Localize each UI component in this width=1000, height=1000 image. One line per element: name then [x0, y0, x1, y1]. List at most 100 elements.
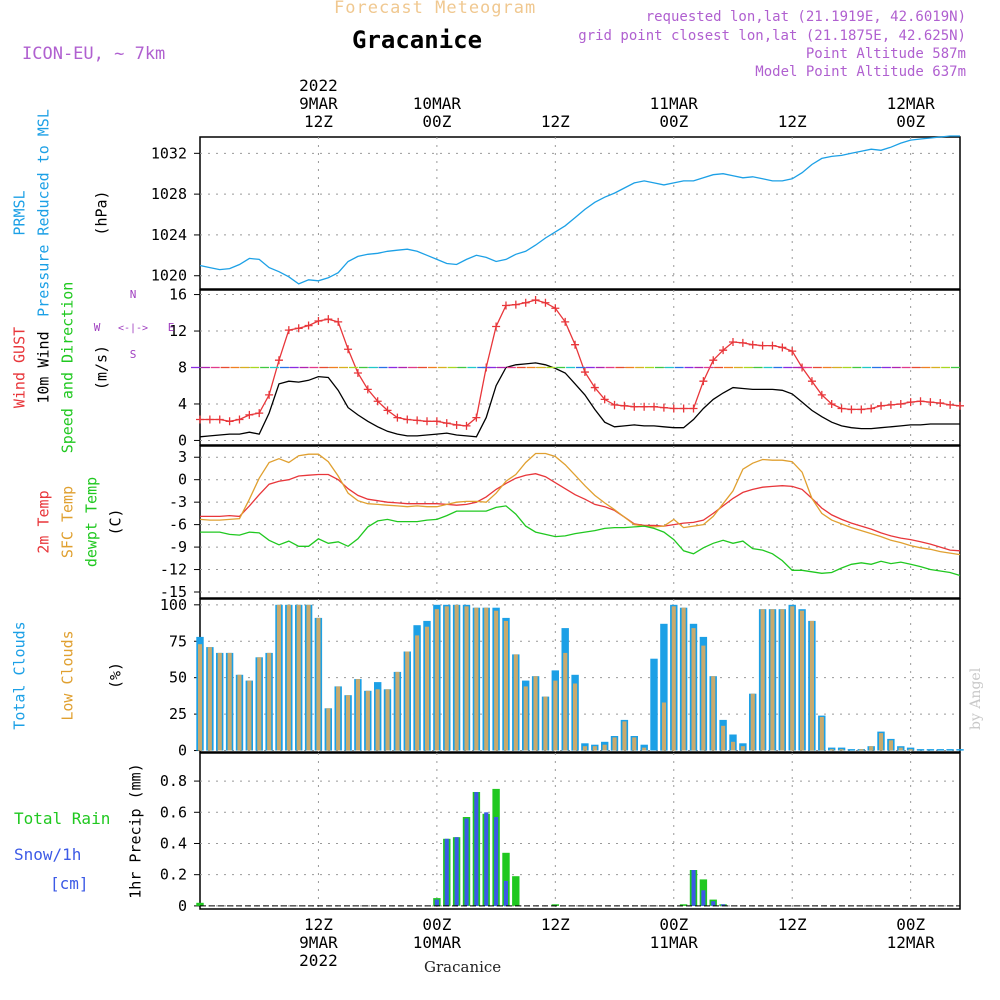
bar-low_clouds	[494, 610, 499, 751]
bar-low_clouds	[612, 737, 617, 751]
bar-low_clouds	[642, 747, 647, 751]
bar-low_clouds	[908, 749, 913, 751]
bar-total_clouds	[926, 749, 935, 751]
bar-total_clouds	[956, 749, 964, 751]
gust-point	[413, 416, 422, 425]
gust-point	[877, 401, 886, 410]
y-tick-label: 12	[169, 322, 187, 340]
gust-point	[205, 415, 214, 424]
bar-low_clouds	[750, 693, 755, 751]
y-tick-label: 75	[169, 632, 187, 650]
compass-west: W	[94, 321, 101, 334]
bar-rain	[551, 904, 559, 906]
bar-rain	[502, 852, 510, 906]
bar-low_clouds	[721, 725, 726, 751]
panel-wind: 0 4 8 12 16 Wind GUST 10m Wind Speed and Direct…	[11, 282, 964, 453]
bar-low_clouds	[770, 609, 775, 751]
gust-point	[916, 397, 925, 406]
y-axis-label: Pressure Reduced to MSL	[35, 109, 53, 317]
bar-low_clouds	[513, 654, 518, 751]
panels: 1020 1024 1028 1032 PRMSL Pressure Reduced to…	[11, 109, 964, 915]
gust-point	[896, 399, 905, 408]
bar-snow	[464, 818, 469, 906]
gust-point	[817, 390, 826, 399]
gust-point	[245, 410, 254, 419]
y-axis-label: (C)	[107, 508, 125, 535]
y-axis-label: SFC Temp	[59, 486, 77, 558]
gust-point	[225, 417, 234, 426]
top-tick-label: 12Z	[541, 112, 570, 131]
gust-point	[936, 399, 945, 408]
y-axis-label: 10m Wind	[35, 331, 53, 403]
gust-point	[946, 400, 955, 409]
panel-frame	[199, 598, 961, 753]
bottom-tick-label: 12Z	[304, 915, 333, 934]
gust-point	[847, 405, 856, 414]
bar-low_clouds	[898, 747, 903, 751]
y-axis-label: 2m Temp	[35, 490, 53, 553]
bar-snow	[503, 880, 508, 906]
y-tick-label: -6	[169, 516, 187, 534]
series-sfc-line	[199, 452, 961, 556]
bar-low_clouds	[375, 689, 380, 751]
gust-point	[274, 356, 283, 365]
bar-low_clouds	[296, 604, 301, 751]
bar-low_clouds	[276, 604, 281, 751]
bar-low_clouds	[553, 680, 558, 751]
bar-low_clouds	[237, 674, 242, 751]
top-tick-label: 9MAR	[299, 94, 338, 113]
gust-point	[363, 385, 372, 394]
bar-rain	[512, 876, 520, 906]
gust-point	[492, 322, 501, 331]
bar-low_clouds	[316, 617, 321, 751]
gust-point	[383, 406, 392, 415]
y-tick-label: -9	[169, 538, 187, 556]
bar-low_clouds	[395, 671, 400, 751]
y-tick-label: -15	[160, 583, 187, 601]
gust-point	[768, 341, 777, 350]
bar-low_clouds	[573, 683, 578, 751]
y-axis-label: (hPa)	[93, 190, 111, 235]
bar-total_clouds	[847, 749, 856, 751]
bar-low_clouds	[869, 746, 874, 751]
bar-low_clouds	[819, 717, 824, 751]
y-tick-label: 8	[178, 359, 187, 377]
top-tick-label: 12Z	[304, 112, 333, 131]
gust-point	[886, 400, 895, 409]
gust-point	[304, 321, 313, 330]
bar-low_clouds	[760, 609, 765, 751]
point-altitude: Point Altitude 587m	[805, 46, 966, 62]
bar-low_clouds	[474, 607, 479, 751]
gust-point	[314, 317, 323, 325]
gust-point	[650, 402, 659, 411]
bar-low_clouds	[385, 689, 390, 751]
y-tick-label: 0.4	[160, 834, 187, 852]
bar-low_clouds	[444, 606, 449, 751]
bar-snow	[701, 890, 706, 906]
gust-point	[265, 390, 274, 399]
bar-low_clouds	[257, 657, 262, 751]
model-label: ICON-EU, ~ 7km	[22, 44, 166, 64]
gust-point	[807, 377, 816, 386]
y-tick-label: 100	[160, 596, 187, 614]
bar-low_clouds	[207, 647, 212, 751]
bottom-tick-label: 9MAR	[299, 933, 338, 952]
bar-low_clouds	[425, 626, 430, 751]
y-tick-label: 0	[178, 471, 187, 489]
bar-low_clouds	[859, 749, 864, 751]
panel-frame	[199, 136, 961, 290]
gust-point	[669, 404, 678, 413]
y-tick-label: 1028	[151, 185, 187, 203]
gridpoint-coords: grid point closest lon,lat (21.1875E, 42…	[578, 28, 966, 44]
series-dewpt-line	[200, 505, 961, 577]
gust-point	[788, 347, 797, 356]
y-tick-label: 3	[178, 448, 187, 466]
gust-point	[748, 340, 757, 349]
bar-low_clouds	[306, 604, 311, 751]
bar-low_clouds	[533, 676, 538, 751]
model-altitude: Model Point Altitude 637m	[755, 64, 966, 80]
panel-temperature: 3 0 -3 -6 -9 -12 -15 2m Temp SFC Temp dewpt Temp (…	[35, 445, 961, 601]
bar-total_clouds	[837, 747, 846, 751]
gust-point	[600, 395, 609, 404]
